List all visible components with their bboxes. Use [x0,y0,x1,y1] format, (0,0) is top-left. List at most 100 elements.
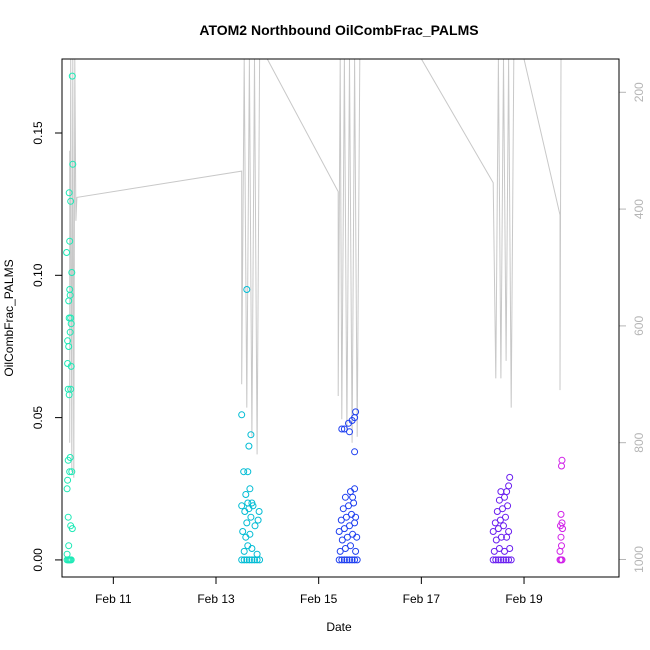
data-point [353,533,361,541]
data-point [500,556,507,564]
y-tick-label: 0.05 [31,406,45,430]
data-point [336,547,344,555]
y-tick-label: 0.10 [31,263,45,287]
data-point [251,556,258,564]
data-point [497,533,505,541]
data-point [558,556,566,564]
data-point [352,547,360,555]
data-point [63,249,71,256]
data-point [338,425,346,433]
data-point [243,556,251,564]
data-point [256,556,264,564]
data-point [65,189,73,197]
data-point [347,542,354,550]
data-point [335,528,343,535]
data-point [66,468,74,476]
data-point [238,502,246,510]
data-point [496,516,504,524]
data-point [346,522,353,530]
plot-frame [61,58,620,578]
data-point [248,545,256,552]
data-point [339,505,347,513]
data-point [489,556,497,564]
data-point [491,519,499,527]
data-point [501,547,508,555]
data-point [557,533,565,541]
x-tick-label: Feb 13 [197,592,235,606]
series-2 [335,408,361,564]
data-points [63,72,566,564]
x-tick-label: Feb 15 [300,592,338,606]
data-point [340,556,348,564]
series-3 [489,473,515,564]
data-point [497,556,505,564]
data-point [67,556,75,564]
data-point [67,197,75,205]
data-point [352,408,360,416]
data-point [240,556,248,564]
data-point [68,72,76,80]
data-point [245,442,253,450]
data-point [68,468,76,476]
data-point [493,508,501,515]
data-point [335,556,343,564]
series-0 [63,72,77,564]
right-axis: 200 400 600 800 1000 [619,82,646,573]
data-point [242,491,250,498]
x-tick-label: Feb 11 [95,592,132,606]
data-point [240,468,248,476]
data-point [351,448,359,456]
y-axis-label: OilCombFrac_PALMS [2,259,16,376]
data-point [238,556,246,564]
data-point [64,476,72,484]
data-point [253,550,261,558]
data-point [63,550,71,558]
chart-title: ATOM2 Northbound OilCombFrac_PALMS [199,22,478,38]
data-point [68,269,76,276]
data-point [64,385,72,393]
data-point [502,513,509,521]
data-point [251,522,259,530]
data-point [63,485,71,493]
data-point [506,473,514,481]
data-point [64,360,72,367]
data-point [343,556,351,564]
data-point [346,428,353,436]
data-point [247,513,255,521]
data-point [66,286,74,293]
series-1 [238,286,264,564]
data-point [245,556,253,564]
data-point [558,456,566,464]
right-tick-label: 600 [632,316,646,336]
data-point [507,556,515,564]
data-point [66,237,74,245]
right-tick-label: 400 [632,199,646,219]
data-point [246,485,254,493]
data-point [243,519,251,527]
data-point [65,542,73,550]
data-point [351,556,359,564]
data-point [348,556,356,564]
data-point [337,516,345,524]
data-point [505,528,513,535]
data-point [353,556,361,564]
data-point [492,556,500,564]
series-4 [556,456,566,564]
data-point [67,314,75,322]
data-point [489,528,497,535]
data-point [254,516,262,524]
data-point [502,556,510,564]
data-point [255,508,263,515]
data-point [239,528,247,535]
data-point [499,505,506,513]
right-tick-label: 800 [632,432,646,452]
data-point [341,493,349,501]
data-point [494,556,502,564]
data-point [490,547,498,555]
data-point [351,485,359,493]
y-tick-label: 0.00 [31,548,45,572]
data-point [247,431,255,439]
data-point [558,519,566,527]
